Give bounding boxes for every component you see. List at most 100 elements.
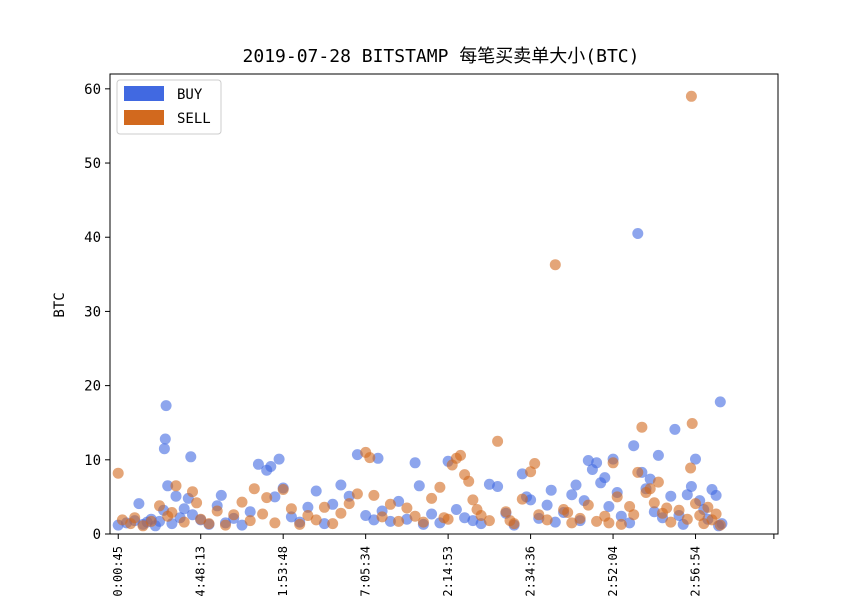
- sell-point: [220, 519, 231, 531]
- sell-point: [438, 512, 450, 524]
- buy-point: [714, 396, 726, 408]
- sell-point: [137, 520, 149, 532]
- sell-point: [665, 516, 677, 528]
- sell-point: [277, 484, 289, 495]
- sell-point: [384, 498, 396, 510]
- buy-point: [269, 491, 281, 503]
- buy-point: [154, 515, 165, 527]
- sell-point: [203, 518, 215, 530]
- buy-point: [160, 400, 172, 412]
- sell-point: [401, 502, 413, 514]
- buy-point: [360, 510, 372, 521]
- sell-point: [269, 517, 281, 529]
- sell-point: [244, 515, 256, 527]
- sell-point: [607, 457, 619, 469]
- sell-point: [467, 494, 479, 506]
- sell-point: [351, 488, 363, 500]
- sell-point: [632, 466, 644, 478]
- y-tick-label: 0: [93, 527, 101, 543]
- sell-point: [112, 467, 124, 479]
- sell-point: [364, 452, 376, 464]
- buy-point: [384, 515, 396, 527]
- y-tick-label: 50: [84, 156, 101, 172]
- buy-point: [690, 453, 701, 465]
- buy-point: [459, 512, 471, 524]
- y-axis-label: BTC: [52, 292, 68, 317]
- buy-point: [615, 510, 627, 522]
- sell-point: [116, 514, 128, 526]
- buy-point: [273, 453, 285, 465]
- buy-point: [648, 506, 660, 518]
- sell-point: [574, 512, 586, 524]
- buy-point: [582, 455, 594, 466]
- buy-point: [318, 518, 330, 530]
- sell-point: [434, 481, 446, 493]
- sell-point: [504, 515, 516, 527]
- x-tick-label: 7:05:34: [359, 546, 373, 597]
- sell-point: [483, 515, 495, 527]
- buy-point: [252, 458, 264, 470]
- sell-point: [475, 510, 487, 521]
- buy-point: [302, 501, 314, 513]
- sell-point: [327, 518, 339, 530]
- sell-point: [500, 506, 512, 518]
- buy-point: [603, 501, 615, 512]
- sell-point: [368, 489, 380, 501]
- sell-point: [636, 421, 648, 433]
- sell-point: [549, 259, 561, 271]
- sell-point: [191, 497, 203, 509]
- sell-point: [566, 517, 578, 529]
- buy-point: [170, 490, 182, 502]
- buy-point: [265, 461, 277, 472]
- buy-point: [335, 479, 347, 491]
- buy-point: [409, 457, 421, 469]
- y-axis: 0 10 20 30 40 50 60: [84, 82, 110, 543]
- sell-point: [318, 501, 330, 513]
- sell-point: [302, 510, 314, 521]
- buy-point: [516, 468, 528, 480]
- sell-point: [541, 514, 553, 526]
- sell-point: [690, 498, 701, 510]
- buy-point: [525, 494, 537, 506]
- buy-point: [450, 504, 462, 515]
- y-tick-label: 30: [84, 304, 101, 320]
- buy-point: [628, 440, 640, 452]
- buy-point: [545, 484, 557, 496]
- sell-point: [310, 514, 322, 526]
- sell-point: [516, 493, 528, 505]
- buy-point: [591, 457, 603, 469]
- sell-point: [685, 462, 697, 474]
- x-tick-label: 4:48:13: [194, 546, 208, 597]
- x-tick-label: 2:56:54: [689, 546, 703, 597]
- sell-point: [533, 509, 545, 521]
- sell-point: [129, 512, 141, 524]
- buy-point: [413, 480, 425, 492]
- legend: BUY SELL: [116, 79, 222, 135]
- sell-point: [166, 507, 178, 518]
- buy-point: [215, 489, 227, 501]
- sell-point: [714, 519, 726, 531]
- sell-point: [294, 518, 306, 530]
- x-axis: 0:00:45 4:48:13 1:53:48 7:05:34 2:14:53 2:34:…: [111, 534, 775, 597]
- buy-point: [426, 508, 438, 520]
- buy-point: [310, 485, 322, 497]
- sell-point: [376, 511, 388, 523]
- legend-swatch-sell: [124, 110, 164, 125]
- sell-point: [562, 507, 574, 518]
- buy-point: [327, 498, 339, 510]
- sell-point: [236, 496, 248, 508]
- sell-point: [145, 515, 157, 527]
- y-tick-label: 40: [84, 230, 101, 246]
- buy-point: [351, 449, 363, 461]
- sell-point: [603, 517, 615, 529]
- x-tick-label: 2:14:53: [441, 546, 455, 597]
- buy-point: [178, 503, 190, 515]
- x-tick-label: 2:34:36: [524, 546, 538, 597]
- buy-point: [632, 228, 644, 239]
- sell-point: [710, 508, 722, 520]
- sell-point: [492, 435, 504, 447]
- buy-point: [159, 433, 171, 445]
- y-tick-label: 20: [84, 379, 101, 395]
- sell-point: [661, 502, 673, 514]
